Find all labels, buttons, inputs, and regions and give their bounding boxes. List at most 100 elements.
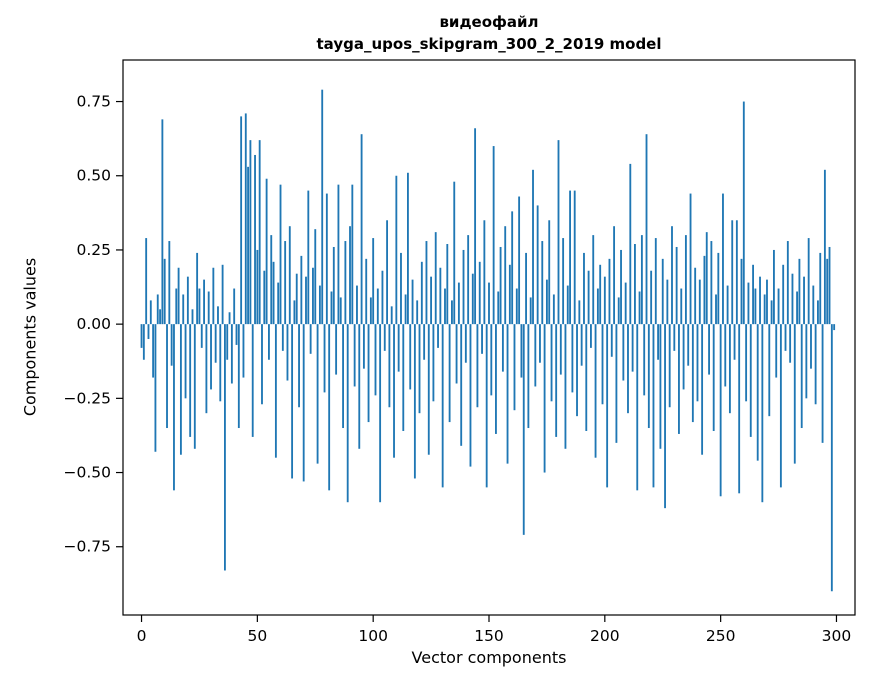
bar — [395, 175, 398, 325]
bar — [515, 288, 518, 325]
bar — [650, 270, 653, 325]
bar — [807, 238, 810, 325]
bar — [189, 324, 192, 437]
bar — [170, 324, 173, 366]
y-tick-label: −0.25 — [64, 389, 112, 407]
bar — [369, 297, 372, 325]
bar — [200, 324, 203, 348]
bar — [286, 324, 289, 381]
bar — [434, 232, 437, 325]
bar — [539, 324, 541, 363]
bar — [298, 324, 300, 408]
bar — [606, 324, 609, 488]
bar — [817, 300, 819, 325]
bar — [291, 324, 294, 479]
bar — [587, 270, 590, 325]
bar — [703, 255, 706, 325]
bar — [381, 270, 384, 325]
bar — [603, 276, 606, 325]
bar — [694, 267, 697, 325]
bar — [779, 324, 782, 488]
bar — [325, 193, 328, 325]
bar — [474, 128, 477, 325]
bar — [497, 291, 500, 325]
bar — [478, 261, 481, 325]
bar — [318, 285, 321, 325]
bar — [156, 294, 159, 325]
bar — [717, 252, 720, 325]
bar — [513, 324, 516, 411]
bar — [529, 297, 532, 325]
bar — [719, 324, 722, 497]
bar — [365, 258, 368, 325]
bar — [634, 244, 636, 325]
bar — [791, 273, 794, 325]
bar — [596, 288, 599, 325]
bar — [545, 279, 548, 325]
bar — [244, 113, 247, 325]
bar — [520, 324, 523, 378]
bar — [321, 89, 324, 325]
bar — [293, 300, 296, 325]
bar — [446, 244, 449, 325]
bar — [342, 324, 344, 429]
bar — [409, 324, 412, 390]
bar — [580, 324, 583, 366]
bar — [490, 324, 493, 396]
bar — [346, 324, 349, 503]
bar — [247, 166, 250, 325]
bar — [198, 288, 201, 325]
bar — [675, 246, 678, 325]
bar — [397, 324, 400, 372]
bar — [182, 294, 185, 325]
bar — [263, 270, 266, 325]
bar — [828, 246, 831, 325]
bar — [376, 288, 379, 325]
bar — [671, 226, 673, 325]
bar — [617, 297, 620, 325]
bar — [179, 324, 182, 455]
bar — [212, 267, 215, 325]
bar — [821, 324, 824, 443]
bar — [620, 249, 622, 325]
bar — [483, 220, 486, 325]
bar — [228, 312, 231, 325]
bar — [175, 288, 178, 325]
bar — [353, 324, 356, 387]
bar — [268, 324, 270, 360]
bar — [557, 140, 560, 325]
y-tick-label: 0.50 — [76, 167, 111, 185]
bar — [457, 282, 460, 325]
bar — [476, 324, 479, 408]
bar — [666, 279, 669, 325]
bar — [710, 241, 713, 325]
bar — [302, 324, 305, 482]
bar — [451, 300, 453, 325]
bar — [323, 324, 326, 393]
bar — [768, 324, 771, 417]
bar — [499, 246, 502, 325]
bar — [576, 324, 578, 417]
bar — [388, 324, 391, 408]
bar — [390, 306, 393, 325]
bar — [186, 276, 189, 325]
y-tick-label: −0.75 — [64, 538, 112, 556]
bar — [645, 134, 648, 325]
bar — [789, 324, 792, 363]
bar — [782, 264, 785, 325]
bar — [749, 324, 752, 437]
bar — [773, 249, 775, 325]
bar — [407, 172, 409, 325]
bar — [775, 324, 778, 378]
x-tick-label: 300 — [822, 627, 852, 645]
bar — [724, 324, 727, 387]
bar — [608, 258, 611, 325]
bar — [196, 252, 199, 325]
bar — [592, 235, 595, 325]
bar — [453, 181, 456, 325]
bar — [541, 241, 544, 325]
bar — [798, 258, 801, 325]
bar — [207, 291, 210, 325]
bar — [214, 324, 217, 363]
bar — [777, 288, 780, 325]
